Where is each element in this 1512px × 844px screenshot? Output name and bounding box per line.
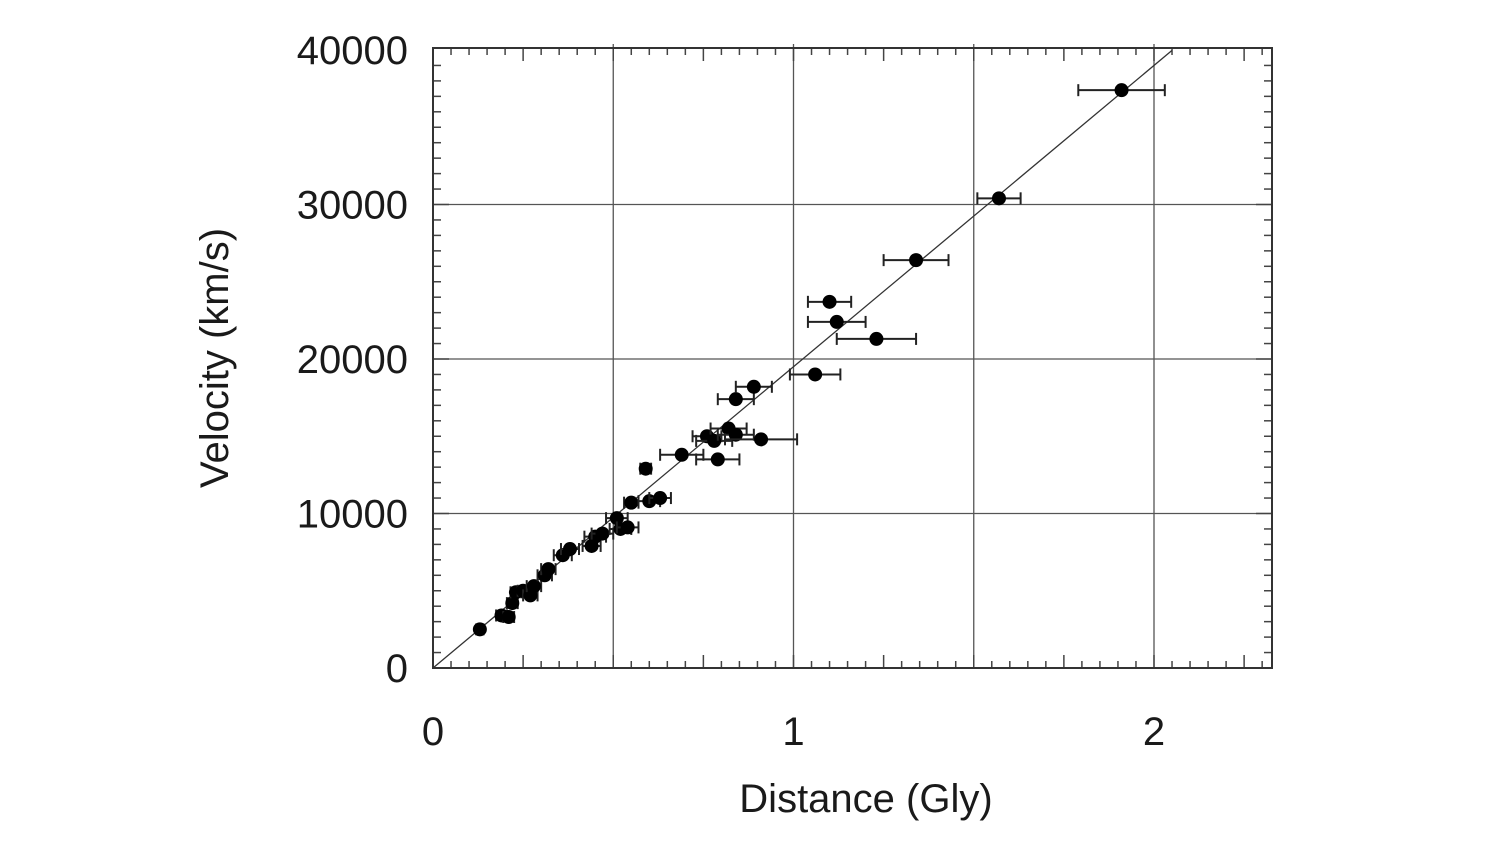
data-point	[724, 432, 799, 447]
point-marker	[526, 579, 541, 594]
data-point	[559, 542, 581, 557]
data-point	[648, 491, 672, 506]
data-point	[505, 596, 520, 611]
point-marker	[609, 511, 624, 526]
data-point	[882, 253, 950, 268]
point-marker	[728, 392, 743, 407]
point-marker	[501, 610, 516, 625]
plot-frame	[432, 47, 1273, 669]
y-tick-label: 40000	[297, 29, 408, 73]
y-tick-label: 30000	[297, 184, 408, 228]
data-point	[976, 191, 1022, 206]
data-point	[806, 314, 867, 329]
point-marker	[472, 622, 487, 637]
data-point	[806, 294, 853, 309]
point-marker	[869, 331, 884, 346]
data-point	[835, 331, 918, 346]
point-marker	[829, 314, 844, 329]
point-marker	[638, 461, 653, 476]
x-tick-label: 2	[1143, 710, 1165, 754]
data-point	[734, 379, 773, 394]
point-marker	[808, 367, 823, 382]
y-tick-label: 10000	[297, 493, 408, 537]
data-point	[615, 520, 640, 535]
point-marker	[624, 495, 639, 510]
y-axis-title: Velocity (km/s)	[193, 228, 237, 488]
point-marker	[909, 253, 924, 268]
data-point	[540, 562, 557, 577]
data-point	[638, 461, 653, 476]
y-tick-label: 20000	[297, 338, 408, 382]
y-tick-label: 0	[386, 647, 408, 691]
data-point	[788, 367, 842, 382]
y-axis-tick-labels: 0 10000 20000 30000 40000	[297, 29, 408, 691]
data-points	[472, 83, 1166, 637]
data-point	[716, 427, 755, 442]
point-marker	[728, 427, 743, 442]
point-marker	[754, 432, 769, 447]
point-marker	[595, 526, 610, 541]
data-point	[501, 610, 516, 625]
grid-lines	[433, 44, 1272, 668]
point-marker	[541, 562, 556, 577]
point-marker	[822, 294, 837, 309]
point-marker	[746, 379, 761, 394]
data-point	[472, 622, 487, 637]
point-marker	[991, 191, 1006, 206]
point-marker	[562, 542, 577, 557]
x-axis-tick-labels: 0 1 2	[422, 710, 1165, 754]
x-tick-label: 0	[422, 710, 444, 754]
data-point	[716, 392, 755, 407]
data-point	[1077, 83, 1166, 98]
x-tick-label: 1	[782, 710, 804, 754]
point-marker	[710, 452, 725, 467]
x-axis-title: Distance (Gly)	[739, 777, 992, 821]
data-point	[695, 452, 741, 467]
point-marker	[674, 447, 689, 462]
point-marker	[653, 491, 668, 506]
data-point	[525, 579, 543, 594]
minor-ticks	[433, 48, 1272, 668]
point-marker	[1114, 83, 1129, 98]
point-marker	[707, 433, 722, 448]
point-marker	[505, 596, 520, 611]
point-marker	[620, 520, 635, 535]
